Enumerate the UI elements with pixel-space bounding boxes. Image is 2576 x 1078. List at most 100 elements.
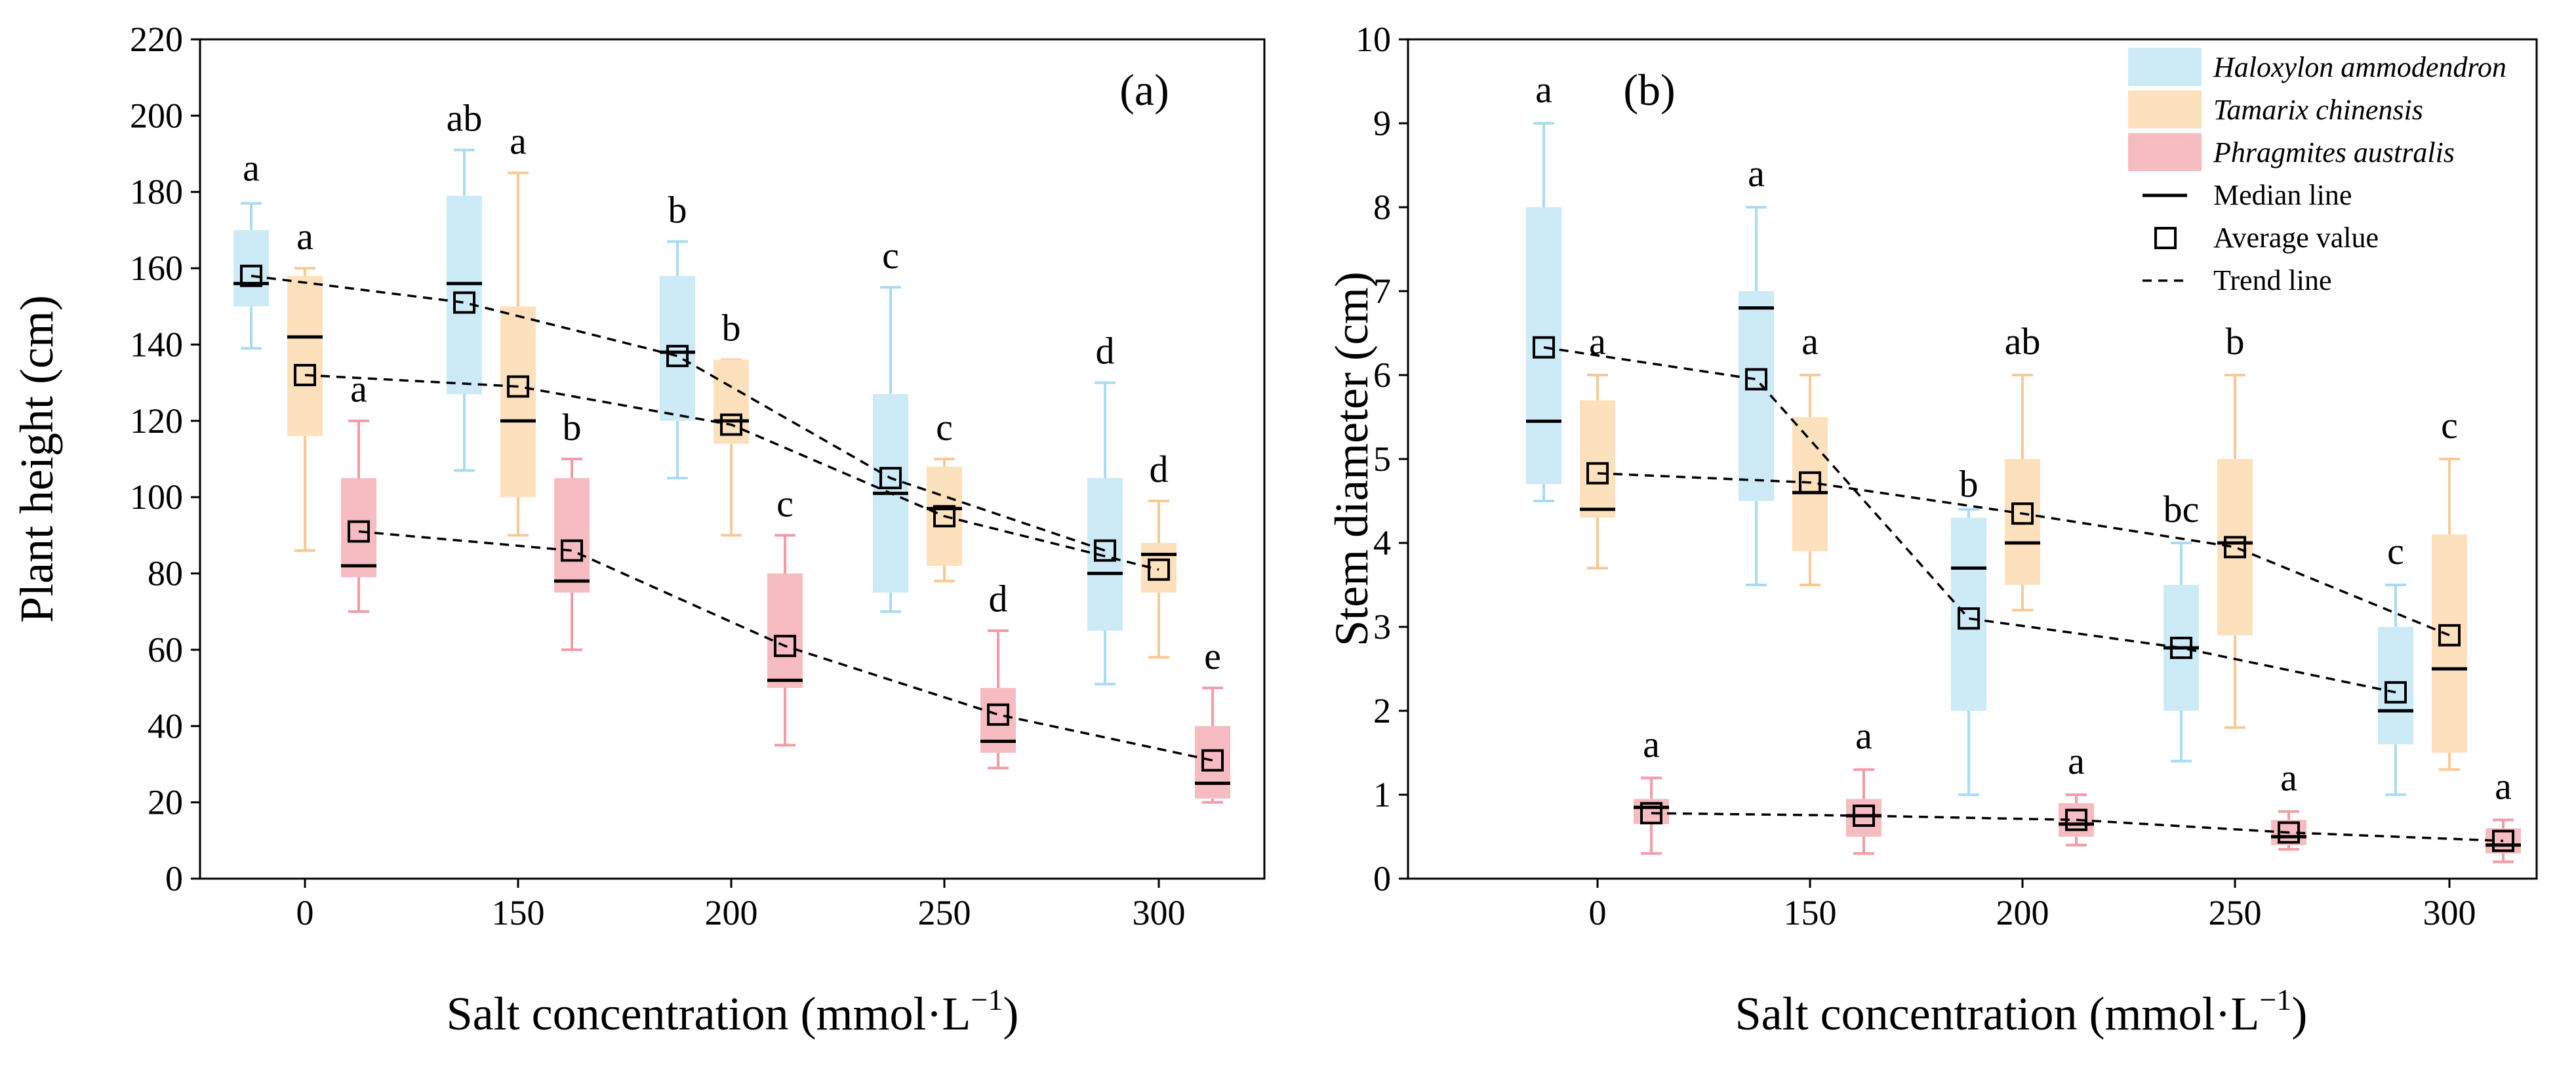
legend-item-phragmites-australis: Phragmites australis (2128, 133, 2455, 171)
y-tick-label: 120 (130, 401, 183, 441)
significance-letter: d (1150, 448, 1169, 490)
panel-label: (a) (1119, 65, 1169, 115)
x-axis-title-tail: ) (1003, 988, 1018, 1040)
x-axis-title: Salt concentration (mmol·L−1) (1735, 983, 2308, 1040)
mean-marker-haloxylon-ammodendron (1745, 368, 1767, 391)
y-tick-label: 100 (130, 477, 183, 517)
x-tick-label: 250 (2209, 893, 2262, 932)
box-haloxylon-ammodendron (1087, 478, 1123, 631)
mean-marker-haloxylon-ammodendron (879, 467, 902, 490)
mean-marker-haloxylon-ammodendron (1958, 607, 1980, 630)
box-tamarix-chinensis (2217, 459, 2253, 635)
x-tick-label: 0 (296, 893, 314, 932)
significance-letter: a (1801, 320, 1819, 363)
y-axis-title: Plant height (cm) (10, 295, 63, 623)
mean-marker-haloxylon-ammodendron (240, 264, 262, 287)
legend-item-tamarix-chinensis: Tamarix chinensis (2128, 90, 2423, 129)
panel-a: 0 20 40 60 80 100 120 140 160 180 200 220 0 150 200 250… (10, 20, 1266, 1040)
y-tick-label: 7 (1373, 271, 1391, 311)
x-tick-label: 250 (918, 893, 971, 932)
significance-letter: c (2387, 530, 2404, 572)
y-tick-label: 1 (1373, 775, 1391, 814)
significance-letter: c (936, 406, 953, 449)
mean-marker-tamarix-chinensis (2224, 536, 2246, 559)
legend-item-haloxylon-ammodendron: Haloxylon ammodendron (2128, 48, 2506, 86)
significance-letter: c (882, 234, 899, 277)
mean-marker-tamarix-chinensis (1148, 558, 1170, 581)
mean-marker-phragmites-australis (2492, 829, 2514, 852)
mean-marker-tamarix-chinensis (1799, 471, 1821, 494)
y-tick-label: 40 (148, 706, 183, 746)
legend-label: Tamarix chinensis (2213, 94, 2423, 126)
y-tick-label: 220 (130, 20, 183, 59)
legend-swatch (2128, 133, 2202, 171)
y-tick-label: 0 (165, 859, 183, 898)
legend-label: Average value (2213, 222, 2379, 254)
box-phragmites-australis (767, 573, 803, 689)
legend-mean-swatch (2154, 227, 2177, 249)
x-tick-label: 0 (1589, 893, 1607, 932)
y-tick-label: 200 (130, 96, 183, 135)
y-tick-label: 160 (130, 249, 183, 288)
x-tick-label: 200 (1996, 893, 2049, 932)
trend-line-phragmites-australis (358, 530, 1213, 762)
box-tamarix-chinensis (500, 306, 536, 498)
mean-marker-tamarix-chinensis (2011, 502, 2034, 525)
y-tick-label: 2 (1373, 691, 1391, 730)
significance-letter: ab (447, 97, 483, 140)
x-tick-label: 300 (1133, 893, 1186, 932)
significance-letter: a (2068, 740, 2085, 782)
significance-letter: b (2226, 320, 2245, 363)
y-tick-label: 10 (1356, 20, 1391, 59)
y-tick-label: 180 (130, 172, 183, 212)
significance-letter: a (1535, 68, 1552, 111)
significance-letter: e (1204, 635, 1221, 677)
x-axis-title-main: Salt concentration (mmol·L (1735, 988, 2260, 1040)
legend: Haloxylon ammodendron Tamarix chinensis Ph… (2128, 48, 2506, 296)
significance-letter: d (1096, 330, 1115, 372)
mean-marker-phragmites-australis (348, 520, 370, 543)
box-phragmites-australis (980, 688, 1016, 753)
legend-label: Haloxylon ammodendron (2213, 51, 2506, 83)
box-haloxylon-ammodendron (2378, 627, 2413, 745)
significance-letter: a (2495, 765, 2512, 807)
significance-letter: ab (2005, 320, 2041, 363)
x-tick-label: 150 (492, 893, 545, 932)
y-tick-label: 6 (1373, 355, 1391, 395)
legend-label: Trend line (2213, 264, 2332, 296)
legend-swatch (2128, 90, 2202, 129)
x-axis-title-sup: −1 (2259, 983, 2291, 1016)
box-haloxylon-ammodendron (233, 230, 269, 307)
y-tick-label: 0 (1373, 859, 1391, 898)
box-tamarix-chinensis (2005, 459, 2040, 585)
mean-marker-phragmites-australis (2065, 808, 2087, 831)
mean-marker-tamarix-chinensis (2438, 624, 2461, 647)
x-axis-title-sup: −1 (971, 983, 1003, 1016)
significance-letter: d (989, 578, 1008, 620)
significance-letter: a (1643, 723, 1660, 765)
legend-swatch (2128, 48, 2202, 86)
legend-label: Median line (2213, 179, 2352, 211)
panel-label: (b) (1623, 65, 1675, 115)
trend-line-phragmites-australis (1651, 812, 2504, 843)
y-tick-label: 140 (130, 325, 183, 364)
mean-marker-phragmites-australis (774, 635, 796, 658)
significance-letter: a (350, 368, 367, 410)
x-axis-title-main: Salt concentration (mmol·L (447, 988, 971, 1040)
legend-label: Phragmites australis (2213, 136, 2455, 169)
y-axis-title: Stem diameter (cm) (1325, 271, 1378, 647)
x-tick-label: 200 (705, 893, 758, 932)
significance-letter: a (510, 120, 527, 163)
box-haloxylon-ammodendron (447, 195, 482, 395)
y-tick-label: 5 (1373, 439, 1391, 479)
significance-letter: c (776, 482, 794, 525)
mean-marker-haloxylon-ammodendron (1533, 336, 1555, 359)
y-tick-label: 20 (148, 783, 183, 822)
box-haloxylon-ammodendron (1951, 517, 1986, 711)
box-haloxylon-ammodendron (1526, 207, 1561, 485)
x-tick-label: 300 (2423, 893, 2476, 932)
